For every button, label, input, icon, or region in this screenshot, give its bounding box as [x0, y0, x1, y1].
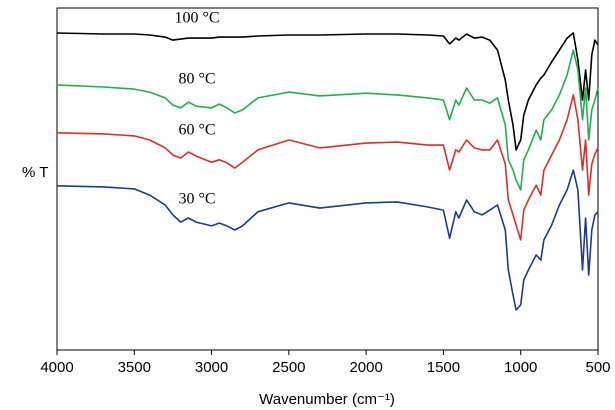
spectrum-line: [56, 49, 599, 191]
series-label: 30 °C: [178, 191, 215, 208]
plot-frame: [56, 7, 599, 351]
x-tick-label: 2000: [349, 359, 382, 376]
x-tick-label: 4000: [40, 359, 73, 376]
spectrum-line: [56, 169, 599, 311]
x-tick-label: 500: [585, 359, 610, 376]
x-axis-label: Wavenumber (cm⁻¹): [259, 391, 395, 408]
x-tick-label: 3500: [118, 359, 151, 376]
y-axis-label: % T: [22, 164, 48, 181]
series-label: 60 °C: [178, 122, 215, 139]
spectrum-line: [56, 94, 599, 241]
series-label: 100 °C: [174, 10, 219, 27]
x-tick-label: 3000: [195, 359, 228, 376]
x-tick-label: 2500: [272, 359, 305, 376]
x-tick-label: 1000: [504, 359, 537, 376]
x-tick-label: 1500: [427, 359, 460, 376]
series-label: 80 °C: [178, 71, 215, 88]
spectrum-line: [56, 32, 599, 151]
